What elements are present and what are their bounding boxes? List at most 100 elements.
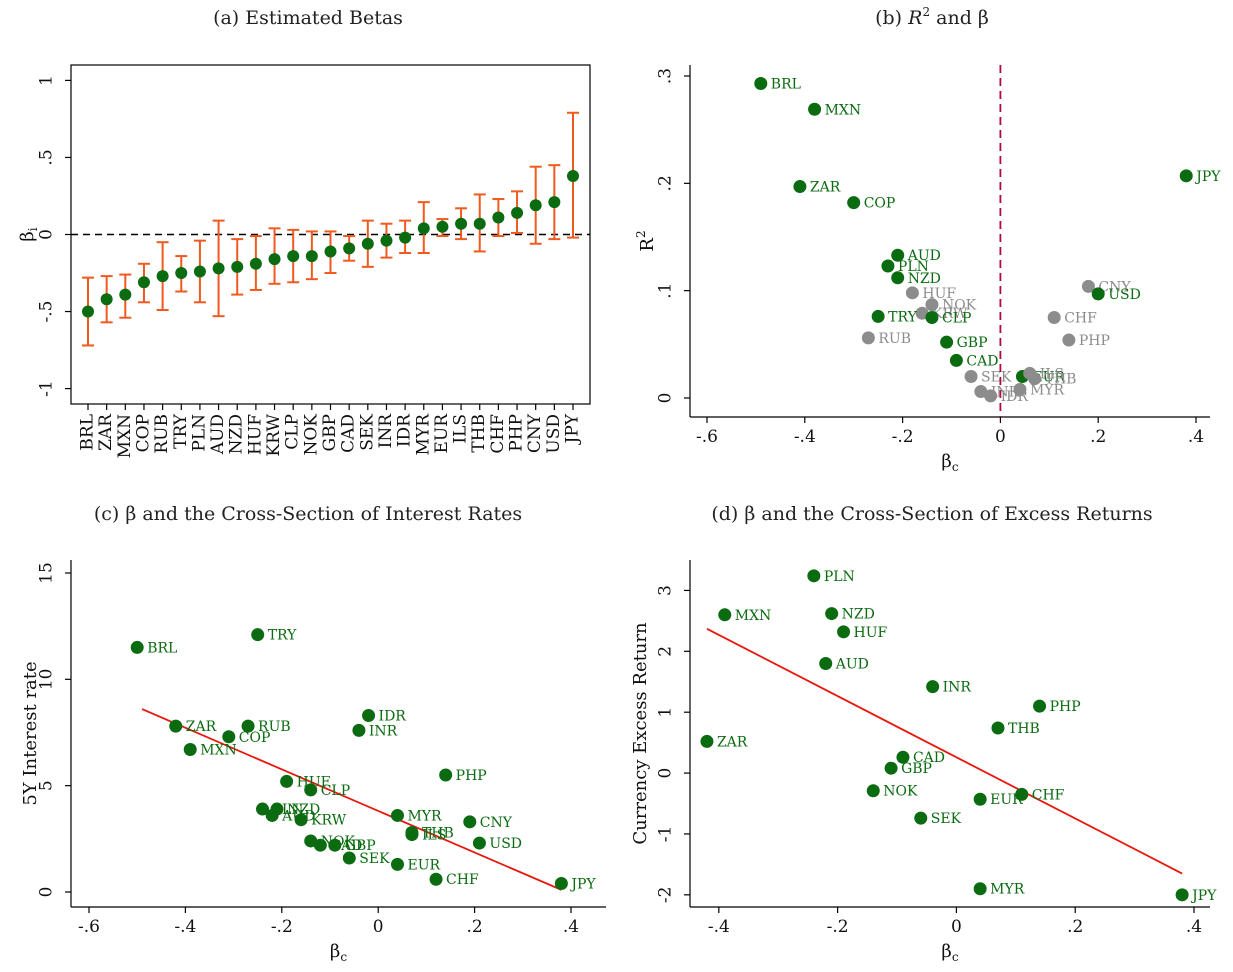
point-label-SEK: SEK [359, 851, 390, 867]
panel-c: (c) β and the Cross-Section of Interest … [20, 503, 606, 964]
point-label-COP: COP [864, 196, 896, 212]
x-tick-label-USD: USD [544, 414, 564, 454]
point-label-KRW: KRW [311, 813, 347, 829]
data-point-NZD [825, 607, 839, 621]
data-point-MXN [808, 102, 822, 116]
beta-point-NZD [231, 260, 244, 273]
data-point-CHF [429, 872, 443, 886]
point-label-PLN: PLN [898, 259, 929, 275]
data-point-RUB [241, 719, 255, 733]
data-point-CAD [949, 353, 963, 367]
x-tick-label: 0 [951, 917, 962, 937]
data-point-EUR [390, 857, 404, 871]
y-tick-label: 1 [656, 707, 676, 718]
point-label-NZD: NZD [908, 271, 941, 287]
beta-point-MYR [417, 222, 430, 235]
x-tick-label: .2 [1090, 427, 1106, 447]
x-tick-label-NOK: NOK [301, 414, 321, 456]
x-tick-label-CNY: CNY [525, 413, 545, 453]
data-point-BRL [130, 640, 144, 654]
beta-point-INR [380, 234, 393, 247]
beta-point-THB [473, 217, 486, 230]
beta-point-EUR [436, 220, 449, 233]
x-tick-label: .2 [1067, 917, 1083, 937]
y-axis-label-sup: 2 [634, 230, 648, 238]
beta-point-IDR [399, 231, 412, 244]
panel-b-x-axis-label: βc [941, 451, 958, 474]
x-tick-label: -.2 [827, 917, 849, 937]
fit-line [141, 708, 562, 891]
data-point-HUF [837, 625, 851, 639]
point-label-INR: INR [369, 723, 398, 739]
data-point-PHP [1062, 333, 1076, 347]
point-label-ILS: ILS [422, 828, 446, 844]
data-point-PHP [1033, 699, 1047, 713]
beta-point-TRY [175, 267, 188, 280]
data-point-ZAR [793, 180, 807, 194]
point-label-CNY: CNY [480, 815, 513, 831]
y-tick-label: .1 [656, 283, 676, 299]
x-tick-label-NZD: NZD [227, 414, 247, 454]
point-label-CAD: CAD [966, 353, 998, 369]
point-label-INR: INR [943, 680, 972, 696]
point-label-PLN: PLN [824, 569, 855, 585]
point-label-MXN: MXN [825, 102, 862, 118]
data-point-NOK [866, 784, 880, 798]
panel-c-y-axis-label: 5Y Interest rate [20, 661, 41, 805]
x-tick-label: .2 [466, 917, 482, 937]
panel-b-title: (b) R2 and β [875, 5, 989, 29]
x-tick-label-GBP: GBP [320, 414, 340, 452]
data-point-IDR [984, 389, 998, 403]
panel-d-y-axis-label: Currency Excess Return [630, 622, 651, 845]
data-point-JPY [554, 876, 568, 890]
x-tick-label-AUD: AUD [208, 414, 228, 455]
panel-b: (b) R2 and β-.6 -.4 -.2 0.2.40.1.2.3βcR2BRL… [634, 5, 1222, 474]
point-label-CHF: CHF [446, 872, 479, 888]
data-point-IDR [362, 708, 376, 722]
y-tick-label: -1 [37, 380, 57, 397]
x-tick-label-THB: THB [469, 414, 489, 453]
y-tick-label: 5 [37, 780, 57, 791]
data-point-NZD [891, 271, 905, 285]
y-tick-label: 1 [37, 75, 57, 86]
point-label-MXN: MXN [200, 743, 237, 759]
panel-c-x-axis-label: βc [330, 941, 347, 964]
beta-point-SEK [361, 237, 374, 250]
fit-line [706, 627, 1183, 875]
x-tick-label-MYR: MYR [413, 413, 433, 456]
point-label-IDR: IDR [379, 708, 407, 724]
x-tick-label-BRL: BRL [78, 414, 98, 451]
point-label-CNY: CNY [1098, 279, 1131, 295]
x-tick-label-PHP: PHP [507, 414, 527, 452]
point-label-JPY: JPY [569, 876, 596, 892]
panel-b-title-part: and β [930, 7, 989, 29]
point-label-GBP: GBP [957, 335, 988, 351]
point-label-INR: INR [991, 385, 1020, 401]
data-point-COP [222, 730, 236, 744]
data-point-AUD [819, 656, 833, 670]
point-label-NZD: NZD [287, 802, 320, 818]
x-tick-label-EUR: EUR [432, 413, 452, 454]
data-point-MXN [183, 743, 197, 757]
point-label-BRL: BRL [147, 640, 177, 656]
point-label-CHF: CHF [1032, 787, 1065, 803]
point-label-NZD: NZD [842, 607, 875, 623]
point-label-THB: THB [422, 825, 454, 841]
x-tick-label: .4 [1186, 917, 1202, 937]
panel-d: (d) β and the Cross-Section of Excess Re… [630, 503, 1217, 964]
data-point-KRW [915, 306, 929, 320]
data-point-INR [926, 680, 940, 694]
data-point-EUR [973, 792, 987, 806]
point-label-SEK: SEK [931, 811, 962, 827]
y-tick-label: 0 [656, 393, 676, 404]
y-tick-label: 0 [656, 768, 676, 779]
x-tick-label-INR: INR [376, 413, 396, 449]
panel-d-title: (d) β and the Cross-Section of Excess Re… [711, 503, 1152, 525]
beta-point-ILS [455, 217, 468, 230]
point-label-EUR: EUR [990, 792, 1023, 808]
data-point-THB [991, 721, 1005, 735]
data-point-AUD [891, 248, 905, 262]
beta-point-CAD [343, 242, 356, 255]
data-point-MYR [973, 882, 987, 896]
point-label-CAD: CAD [913, 750, 945, 766]
